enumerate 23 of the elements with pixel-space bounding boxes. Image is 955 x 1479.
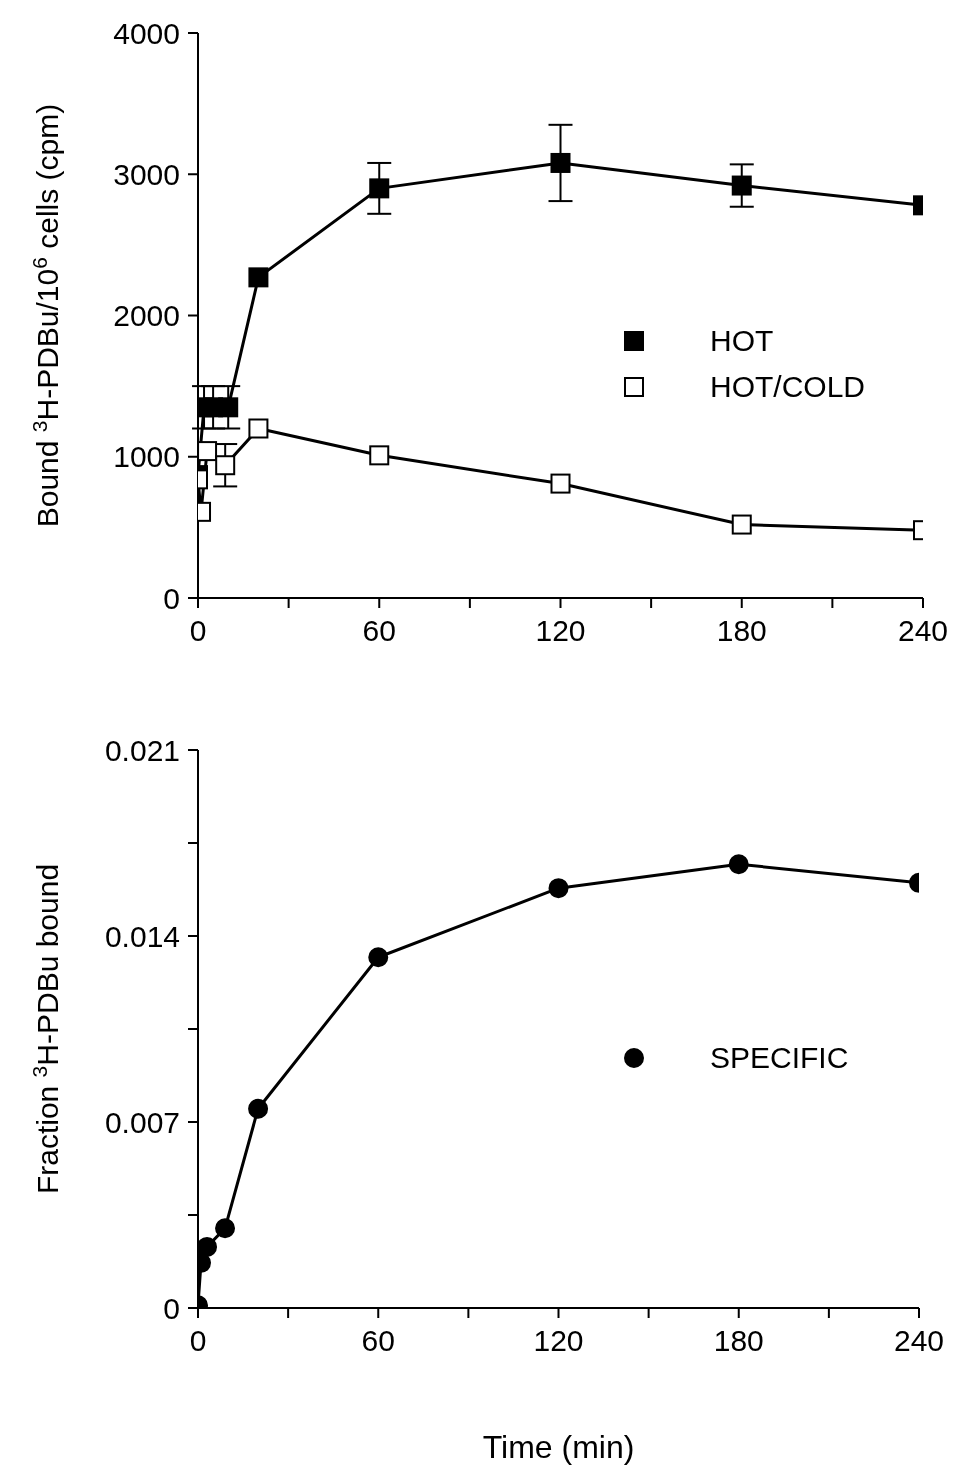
y-tick-label: 0 — [163, 1291, 180, 1325]
y-tick-label: 1000 — [113, 440, 180, 474]
x-tick-label: 60 — [361, 1324, 395, 1358]
legend-label: HOT/COLD — [710, 369, 866, 405]
y-tick-label: 0.007 — [104, 1105, 180, 1139]
x-tick-label: 0 — [189, 1324, 207, 1358]
x-tick-label: 60 — [362, 614, 396, 648]
x-tick-label: 180 — [716, 614, 767, 648]
y-tick-label: 0.021 — [104, 733, 180, 767]
y-tick-label: 0 — [163, 581, 180, 615]
x-tick-label: 240 — [897, 614, 949, 648]
x-tick-label: 120 — [535, 614, 586, 648]
y-tick-label: 2000 — [113, 299, 180, 333]
x-tick-label: 0 — [189, 614, 207, 648]
x-tick-label: 240 — [893, 1324, 945, 1358]
y-tick-label: 4000 — [113, 16, 180, 50]
legend-label: SPECIFIC — [710, 1040, 849, 1076]
x-tick-label: 180 — [713, 1324, 764, 1358]
y-tick-label: 3000 — [113, 157, 180, 191]
x-tick-label: 120 — [533, 1324, 584, 1358]
legend-label: HOT — [710, 323, 774, 359]
y-tick-label: 0.014 — [104, 919, 180, 953]
x-axis-title: Time (min) — [482, 1429, 635, 1465]
